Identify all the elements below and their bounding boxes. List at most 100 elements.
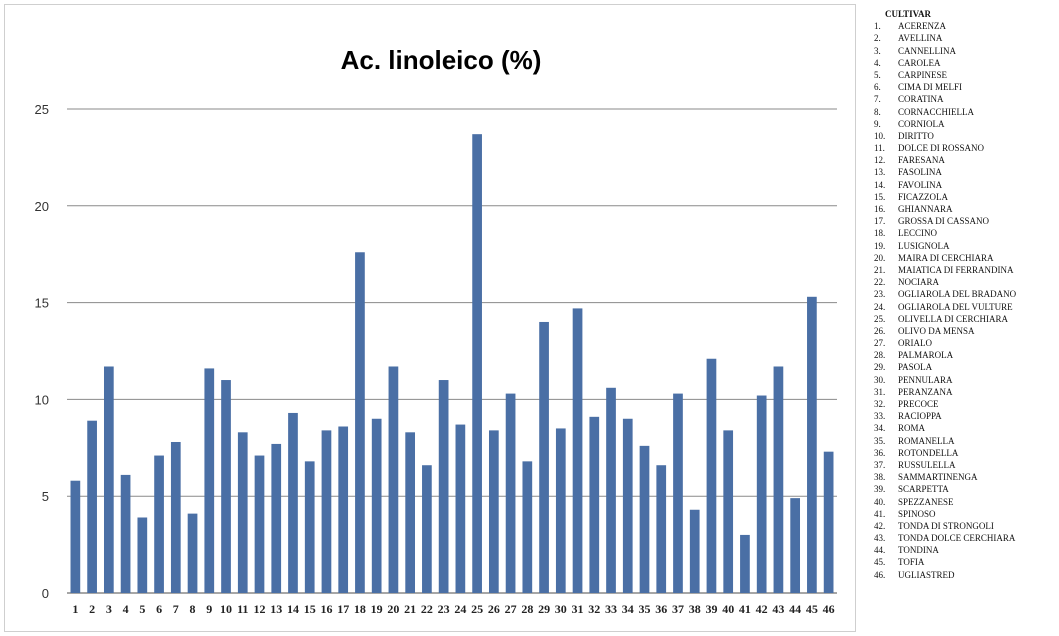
legend-item-name: ROMANELLA [898,435,955,446]
legend-item: 19. LUSIGNOLA [874,240,1058,252]
legend-item: 17. GROSSA DI CASSANO [874,215,1058,227]
legend-item-name: RUSSULELLA [898,459,956,470]
legend-item-name: OGLIAROLA DEL VULTURE [898,301,1013,312]
x-tick-label: 32 [588,602,600,616]
legend-item-name: GHIANNARA [898,204,953,214]
x-tick-label: 28 [521,602,533,616]
legend-item: 23. OGLIAROLA DEL BRADANO [874,288,1058,300]
legend-item: 25. OLIVELLA DI CERCHIARA [874,313,1058,325]
x-tick-label: 7 [173,602,179,616]
legend-item-number: 6. [874,82,881,93]
legend-item: 40. SPEZZANESE [874,496,1058,508]
x-tick-label: 42 [756,602,768,616]
x-tick-label: 22 [421,602,433,616]
bar [221,380,231,593]
x-tick-label: 5 [139,602,145,616]
legend-item: 16. GHIANNARA [874,203,1058,215]
legend-item: 11. DOLCE DI ROSSANO [874,142,1058,154]
x-tick-label: 23 [438,602,450,616]
legend-item-number: 1. [874,21,881,32]
legend-item-number: 23. [874,289,886,300]
x-tick-label: 30 [555,602,567,616]
legend-item: 5. CARPINESE [874,69,1058,81]
legend-item-number: 29. [874,362,886,373]
legend-item-number: 15. [874,191,886,202]
legend-item-name: CORNACCHIELLA [898,106,974,117]
bar [237,432,248,593]
bar [254,455,265,593]
legend-item-name: TONDA DOLCE CERCHIARA [898,533,1016,544]
legend-item-number: 9. [874,118,881,129]
bar [70,480,81,593]
legend-item: 39. SCARPETTA [874,483,1058,495]
legend-item: 22. NOCIARA [874,276,1058,288]
bar [154,455,164,593]
legend-item: 28. PALMAROLA [874,349,1058,361]
legend-item-name: SCARPETTA [898,484,949,495]
legend-item-name: UGLIASTRED [898,569,955,580]
legend-item-name: CAROLEA [898,57,941,68]
legend-item-name: CANNELLINA [898,45,956,56]
legend-item: 4. CAROLEA [874,57,1058,69]
legend-item: 12. FARESANA [874,154,1058,166]
legend-item: 36. ROTONDELLA [874,447,1058,459]
bar [187,513,198,593]
legend-item: 13. FASOLINA [874,166,1058,178]
legend-item-number: 38. [874,472,886,483]
legend-item: 43. TONDA DOLCE CERCHIARA [874,532,1058,544]
legend-item-number: 14. [874,179,886,190]
legend-item-name: SPEZZANESE [898,496,954,507]
legend-item-name: FARESANA [898,155,945,166]
legend-item-name: TONDA DI STRONGOLI [898,520,994,531]
legend-item-name: FASOLINA [898,167,942,178]
x-tick-label: 9 [206,602,212,616]
legend-item: 41. SPINOSO [874,508,1058,520]
legend-item-number: 21. [874,264,886,275]
y-tick-label: 0 [42,586,49,601]
legend-item-number: 36. [874,447,886,458]
legend-item-name: ROMA [898,423,926,434]
x-tick-label: 44 [789,602,801,616]
x-tick-label: 21 [404,602,416,616]
x-tick-label: 11 [237,602,248,616]
bar [288,412,298,593]
x-tick-label: 26 [488,602,500,616]
bar [355,252,365,594]
legend-item: 18. LECCINO [874,227,1058,239]
x-tick-label: 40 [722,602,734,616]
x-tick-label: 35 [639,602,651,616]
legend-item-number: 18. [874,228,886,239]
bars [70,134,834,594]
x-tick-label: 14 [287,602,299,616]
legend-item-number: 27. [874,338,886,349]
legend-item-number: 41. [874,508,886,519]
legend-item: 26. OLIVO DA MENSA [874,325,1058,337]
y-axis-ticks: 0 5 10 15 20 25 [35,102,49,601]
legend-item: 31. PERANZANA [874,386,1058,398]
bar [589,416,600,593]
legend-item-number: 46. [874,569,886,580]
legend-item-name: PALMAROLA [898,350,954,361]
x-tick-label: 41 [739,602,751,616]
x-tick-label: 12 [254,602,266,616]
bar [137,517,148,593]
bar [823,451,834,593]
bar [773,366,784,593]
legend-item: 33. RACIOPPA [874,410,1058,422]
x-tick-label: 15 [304,602,316,616]
legend-item-name: FICAZZOLA [898,191,948,202]
bar [371,418,382,593]
legend-item-name: CIMA DI MELFI [898,82,963,93]
x-tick-label: 4 [123,602,129,616]
y-tick-label: 20 [35,199,49,214]
legend-item-name: CORATINA [898,94,944,105]
legend-item-number: 31. [874,386,886,397]
y-tick-label: 10 [35,392,49,407]
legend-item-name: AVELLINA [898,33,943,44]
bar [539,321,549,593]
bar [756,395,767,593]
legend-item-number: 12. [874,155,886,166]
bar [488,430,499,593]
bar [656,465,667,593]
